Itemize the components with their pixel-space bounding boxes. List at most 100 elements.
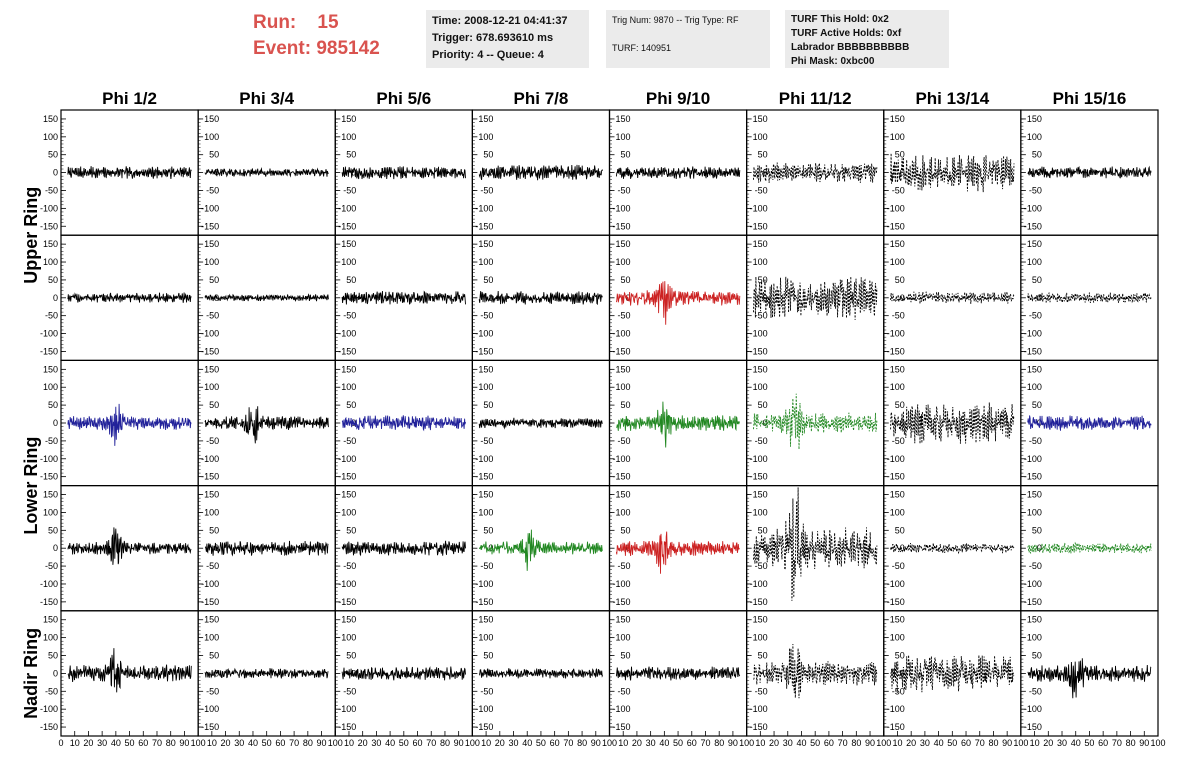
y-tick-label: -50 bbox=[480, 311, 493, 321]
y-tick-label: -100 bbox=[338, 579, 356, 589]
y-tick-label: 50 bbox=[620, 651, 630, 661]
y-tick-label: -50 bbox=[206, 686, 219, 696]
x-tick-label: 10 bbox=[892, 738, 902, 748]
y-tick-label: 50 bbox=[895, 651, 905, 661]
x-tick-label: 90 bbox=[865, 738, 875, 748]
y-tick-label: -150 bbox=[475, 722, 493, 732]
y-tick-label: 100 bbox=[753, 132, 768, 142]
y-tick-label: 150 bbox=[1027, 490, 1042, 500]
x-tick-label: 90 bbox=[317, 738, 327, 748]
x-tick-label: 80 bbox=[988, 738, 998, 748]
x-tick-label: 100 bbox=[328, 738, 343, 748]
x-tick-label: 90 bbox=[591, 738, 601, 748]
y-tick-label: 50 bbox=[48, 275, 58, 285]
y-tick-label: -100 bbox=[612, 579, 630, 589]
y-tick-label: -50 bbox=[480, 185, 493, 195]
y-tick-label: -150 bbox=[612, 472, 630, 482]
waveform-trace bbox=[478, 290, 603, 306]
waveform-trace bbox=[615, 281, 741, 325]
priority-text: Priority: 4 -- Queue: 4 bbox=[432, 49, 544, 61]
x-tick-label: 30 bbox=[1057, 738, 1067, 748]
y-tick-label: 150 bbox=[753, 239, 768, 249]
x-tick-label: 10 bbox=[1030, 738, 1040, 748]
x-tick-label: 60 bbox=[961, 738, 971, 748]
time-text: Time: 2008-12-21 04:41:37 bbox=[432, 15, 568, 27]
ring-label: Nadir Ring bbox=[21, 628, 41, 719]
y-tick-label: -100 bbox=[475, 454, 493, 464]
x-tick-label: 80 bbox=[1126, 738, 1136, 748]
x-tick-label: 80 bbox=[714, 738, 724, 748]
y-tick-label: 50 bbox=[620, 400, 630, 410]
y-tick-label: -50 bbox=[45, 561, 58, 571]
y-tick-label: 50 bbox=[48, 651, 58, 661]
x-tick-label: 20 bbox=[358, 738, 368, 748]
y-tick-label: -150 bbox=[40, 221, 58, 231]
y-tick-label: -150 bbox=[1024, 221, 1042, 231]
y-tick-label: -100 bbox=[1024, 579, 1042, 589]
y-tick-label: 100 bbox=[204, 633, 219, 643]
x-tick-label: 20 bbox=[632, 738, 642, 748]
y-tick-label: 50 bbox=[346, 400, 356, 410]
waveform-trace bbox=[478, 417, 603, 430]
x-tick-label: 70 bbox=[563, 738, 573, 748]
y-tick-label: -100 bbox=[1024, 704, 1042, 714]
x-tick-label: 70 bbox=[1112, 738, 1122, 748]
event-row: Event: 985142 bbox=[253, 36, 380, 62]
y-tick-label: 100 bbox=[43, 132, 58, 142]
x-tick-label: 70 bbox=[289, 738, 299, 748]
x-tick-label: 80 bbox=[577, 738, 587, 748]
column-header: Phi 13/14 bbox=[915, 89, 989, 108]
x-tick-label: 70 bbox=[426, 738, 436, 748]
waveform-trace bbox=[753, 161, 878, 183]
y-tick-label: -150 bbox=[475, 597, 493, 607]
y-tick-label: 150 bbox=[341, 490, 356, 500]
y-tick-label: 100 bbox=[615, 507, 630, 517]
y-tick-label: 150 bbox=[204, 615, 219, 625]
y-tick-label: 0 bbox=[53, 543, 58, 553]
y-tick-label: 100 bbox=[341, 507, 356, 517]
y-tick-label: 100 bbox=[890, 132, 905, 142]
y-tick-label: 50 bbox=[483, 400, 493, 410]
y-tick-label: 0 bbox=[488, 293, 493, 303]
y-tick-label: 100 bbox=[615, 382, 630, 392]
y-tick-label: -50 bbox=[617, 561, 630, 571]
y-tick-label: 150 bbox=[615, 364, 630, 374]
y-tick-label: 150 bbox=[890, 239, 905, 249]
y-tick-label: -150 bbox=[612, 597, 630, 607]
x-tick-label: 50 bbox=[673, 738, 683, 748]
y-tick-label: 150 bbox=[341, 114, 356, 124]
y-tick-label: 50 bbox=[483, 651, 493, 661]
y-tick-label: 150 bbox=[478, 615, 493, 625]
column-header: Phi 3/4 bbox=[239, 89, 294, 108]
trig-info-box: Trig Num: 9870 -- Trig Type: RF TURF: 14… bbox=[606, 10, 770, 68]
waveform-trace bbox=[478, 529, 603, 571]
y-tick-label: -50 bbox=[755, 185, 768, 195]
y-tick-label: 50 bbox=[1032, 400, 1042, 410]
y-tick-label: -50 bbox=[1029, 185, 1042, 195]
waveform-trace bbox=[341, 540, 466, 557]
x-tick-label: 50 bbox=[810, 738, 820, 748]
y-tick-label: 50 bbox=[895, 400, 905, 410]
y-tick-label: 0 bbox=[900, 543, 905, 553]
y-tick-label: 150 bbox=[1027, 239, 1042, 249]
x-tick-label: 20 bbox=[83, 738, 93, 748]
y-tick-label: 50 bbox=[758, 525, 768, 535]
x-tick-label: 100 bbox=[1150, 738, 1165, 748]
turf-text: TURF: 140951 bbox=[612, 43, 672, 53]
column-header: Phi 11/12 bbox=[779, 89, 852, 108]
y-tick-label: 100 bbox=[615, 132, 630, 142]
y-tick-label: -50 bbox=[206, 311, 219, 321]
y-tick-label: 50 bbox=[346, 651, 356, 661]
y-tick-label: 100 bbox=[478, 382, 493, 392]
waveform-trace bbox=[67, 648, 192, 693]
x-tick-label: 70 bbox=[700, 738, 710, 748]
x-tick-label: 20 bbox=[221, 738, 231, 748]
x-tick-label: 0 bbox=[58, 738, 63, 748]
y-tick-label: 150 bbox=[43, 490, 58, 500]
x-tick-label: 100 bbox=[876, 738, 891, 748]
x-tick-label: 50 bbox=[125, 738, 135, 748]
waveform-trace bbox=[1027, 658, 1152, 699]
y-tick-label: -50 bbox=[755, 311, 768, 321]
y-tick-label: 100 bbox=[43, 382, 58, 392]
y-tick-label: -100 bbox=[40, 203, 58, 213]
